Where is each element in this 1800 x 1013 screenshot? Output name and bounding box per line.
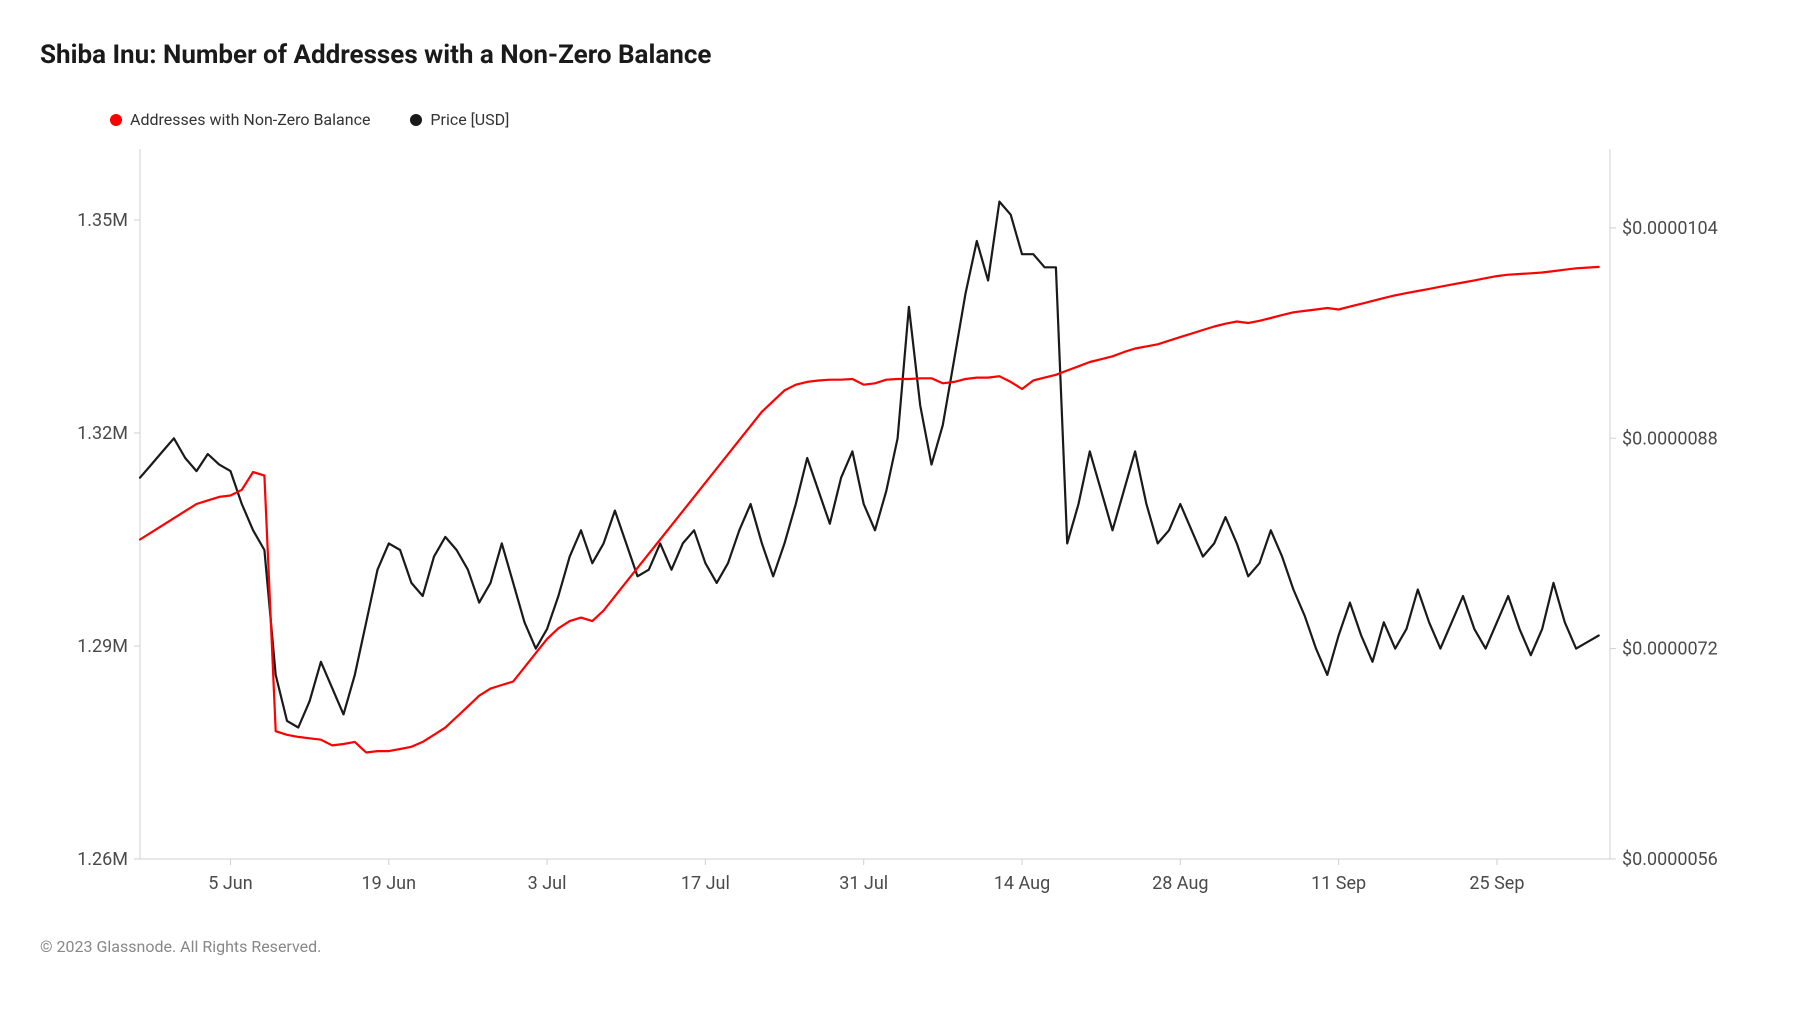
y-left-tick-label: 1.35M [77,210,128,231]
legend-dot-price [410,114,422,126]
chart-legend: Addresses with Non-Zero Balance Price [U… [110,110,1760,129]
price-line [140,202,1599,728]
addresses-line [140,267,1599,753]
y-right-tick-label: $0.0000088 [1622,428,1718,449]
x-tick-label: 5 Jun [208,873,252,894]
legend-label-price: Price [USD] [430,110,509,129]
y-right-tick-label: $0.0000072 [1622,639,1718,660]
chart-svg: 1.26M 1.29M 1.32M 1.35M $0.0000056 $0.0000072… [40,139,1760,919]
x-tick-label: 11 Sep [1311,873,1366,894]
y-left-tick-label: 1.26M [77,849,128,870]
y-right-tick-label: $0.0000056 [1622,849,1718,870]
x-tick-label: 17 Jul [681,873,730,894]
chart-title: Shiba Inu: Number of Addresses with a No… [40,40,1760,70]
copyright-footer: © 2023 Glassnode. All Rights Reserved. [40,937,1760,956]
chart-area: 1.26M 1.29M 1.32M 1.35M $0.0000056 $0.0000072… [40,139,1760,919]
legend-item-price: Price [USD] [410,110,509,129]
x-tick-label: 19 Jun [362,873,417,894]
legend-dot-addresses [110,114,122,126]
legend-item-addresses: Addresses with Non-Zero Balance [110,110,370,129]
legend-label-addresses: Addresses with Non-Zero Balance [130,110,370,129]
x-tick-label: 14 Aug [994,873,1050,894]
x-tick-label: 28 Aug [1152,873,1208,894]
y-left-tick-label: 1.32M [77,423,128,444]
y-left-tick-label: 1.29M [77,636,128,657]
x-tick-label: 31 Jul [839,873,888,894]
x-tick-label: 3 Jul [528,873,567,894]
x-tick-label: 25 Sep [1469,873,1524,894]
y-right-tick-label: $0.0000104 [1622,218,1718,239]
